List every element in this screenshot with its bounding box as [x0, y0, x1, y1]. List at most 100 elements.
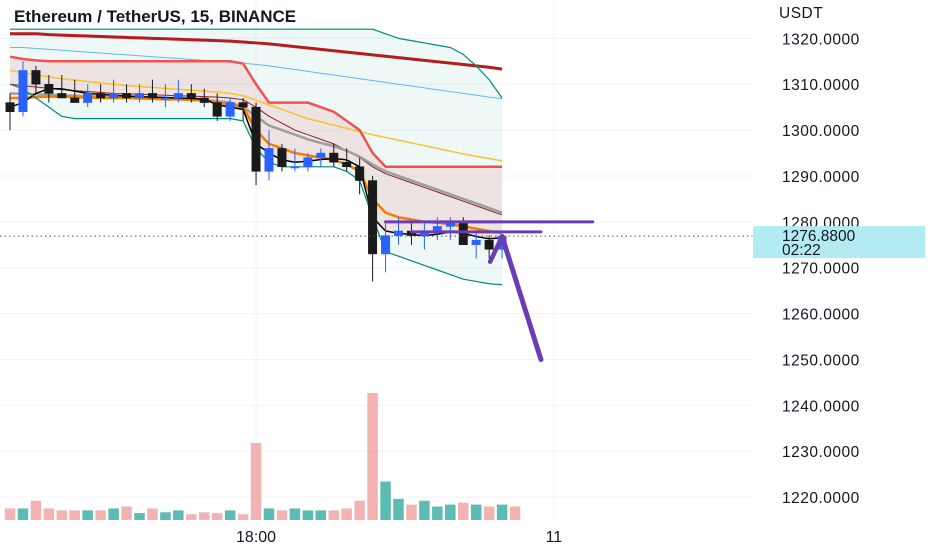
current-price-value: 1276.8800: [782, 228, 856, 245]
candle-down: [199, 97, 209, 103]
candle-up: [109, 93, 119, 99]
volume-bar: [354, 500, 365, 520]
volume-bar: [199, 512, 210, 520]
projection-arrow-line[interactable]: [499, 234, 544, 362]
candle-down: [277, 148, 287, 168]
volume-bar: [367, 392, 378, 520]
candle-up: [316, 152, 326, 158]
band-fills: [10, 29, 503, 285]
volume-bar: [173, 510, 184, 520]
candle-down: [70, 97, 80, 103]
volume-bar: [17, 508, 29, 520]
candle-up: [303, 157, 313, 168]
volume-bar: [30, 500, 42, 520]
candle-up: [394, 230, 403, 236]
volume-bar: [432, 506, 443, 520]
volume-bar: [393, 498, 404, 520]
blue-ma-line: [10, 47, 503, 100]
volume-bar: [4, 508, 16, 520]
candle-down: [484, 239, 494, 250]
volume-bar: [302, 510, 314, 520]
candle-up: [290, 166, 300, 169]
volume-bar: [445, 504, 456, 520]
time-tick-label: 18:00: [236, 529, 276, 546]
volume-bar: [380, 481, 391, 520]
volume-bar: [43, 508, 55, 520]
price-tick-label: 1270.0000: [782, 261, 860, 278]
volume-bar: [263, 508, 275, 520]
trend-drawings[interactable]: [384, 220, 595, 362]
candle-down: [212, 102, 222, 117]
price-tick-label: 1230.0000: [782, 444, 860, 461]
price-tick-label: 1290.0000: [782, 169, 860, 186]
price-tick-label: 1320.0000: [782, 31, 860, 48]
upper-band-teal-line: [10, 28, 503, 99]
candle-down: [57, 93, 67, 99]
candle-up: [83, 93, 93, 103]
candle-down: [238, 102, 248, 108]
candle-down: [186, 93, 196, 99]
volume-bar: [496, 504, 508, 520]
volume-bar: [160, 512, 171, 520]
upper-band-red-line: [10, 32, 503, 71]
price-tick-label: 1310.0000: [782, 77, 860, 94]
red-envelope-fill: [10, 56, 503, 239]
candle-down: [96, 93, 106, 99]
candle-down: [31, 70, 41, 85]
candle-up: [381, 235, 391, 255]
candle-down: [251, 106, 261, 172]
price-tick-label: 1240.0000: [782, 398, 860, 415]
volume-bar: [458, 502, 469, 520]
candle-down: [368, 180, 378, 255]
volume-bar: [470, 504, 482, 520]
volume-bar: [95, 510, 106, 520]
price-axis[interactable]: 1220.0000 1230.0000 1240.0000 1250.0000 1260…: [782, 31, 860, 507]
volume-bar: [121, 506, 132, 520]
volume-bar: [224, 510, 236, 520]
red-envelope-line: [9, 55, 503, 169]
candle-up: [173, 93, 183, 99]
volume-bar: [82, 510, 93, 520]
candle-up: [432, 226, 442, 232]
volume-bar: [134, 513, 145, 520]
candle-up: [225, 102, 235, 117]
volume-bar: [276, 510, 288, 520]
volume-bar: [509, 506, 521, 520]
bollinger-band-fill: [10, 29, 503, 285]
volume-bar: [56, 510, 68, 520]
volume-bar: [406, 504, 417, 520]
candle-down: [5, 102, 15, 112]
volume-bar: [341, 508, 352, 520]
candle-down: [147, 93, 157, 99]
volume-bar: [289, 508, 301, 520]
volume-bar: [147, 508, 158, 520]
price-tick-label: 1220.0000: [782, 490, 860, 507]
volume-bar: [315, 510, 327, 520]
volume-bars: [4, 392, 521, 520]
candle-up: [471, 239, 481, 246]
volume-bar: [419, 500, 430, 520]
price-tick-label: 1250.0000: [782, 352, 860, 369]
volume-bar: [328, 510, 339, 520]
candle-up: [264, 148, 274, 172]
volume-bar: [108, 508, 119, 520]
candle-down: [355, 166, 365, 181]
time-axis[interactable]: 18:00 11: [236, 529, 562, 546]
candle-down: [329, 152, 339, 163]
yellow-ma-line: [9, 69, 503, 162]
price-tick-label: 1260.0000: [782, 307, 860, 324]
volume-bar: [237, 514, 249, 520]
volume-bar: [483, 506, 495, 520]
volume-bar: [186, 514, 197, 520]
candle-up: [18, 70, 28, 112]
chart-title: Ethereum / TetherUS, 15, BINANCE: [14, 7, 296, 26]
projection-arrow-head[interactable]: [487, 234, 505, 264]
volume-bar: [69, 510, 80, 520]
candle-up: [160, 97, 170, 100]
currency-label: USDT: [779, 5, 823, 22]
price-tick-label: 1300.0000: [782, 123, 860, 140]
candle-up: [135, 93, 144, 99]
current-price-tag-bg: [753, 226, 925, 259]
